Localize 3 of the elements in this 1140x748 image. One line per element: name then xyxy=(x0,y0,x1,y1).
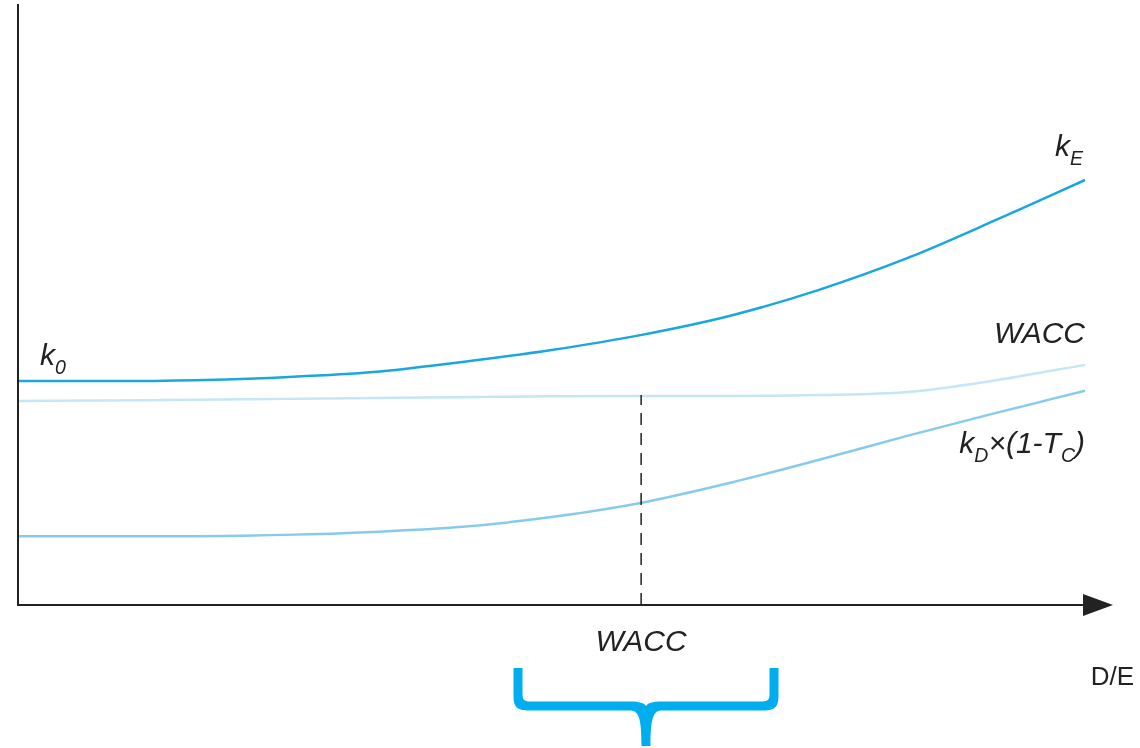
x-axis-title: D/E xyxy=(1090,661,1134,691)
text: WACC xyxy=(595,624,688,657)
series-label: WACC xyxy=(993,315,1086,349)
